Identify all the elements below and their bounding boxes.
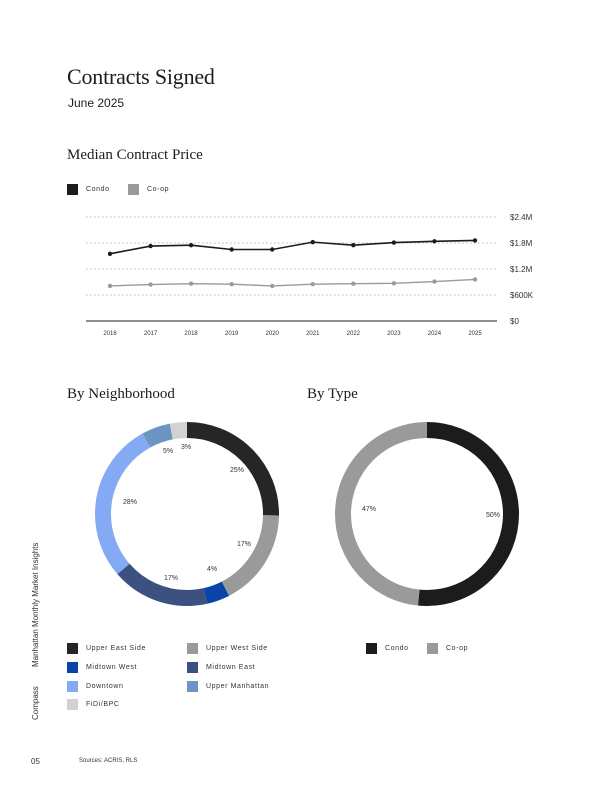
type-donut-chart: 50% 47% (335, 422, 519, 606)
data-point-coop (107, 283, 113, 289)
slice-value-label: 50% (486, 512, 500, 519)
neighborhood-donut-chart: 25% 17% 4% 17% 28% 5% 3% (95, 422, 279, 606)
page-subtitle: June 2025 (68, 96, 125, 110)
legend-swatch-type-coop (427, 643, 438, 654)
series-line-coop (109, 278, 476, 287)
y-tick-label: $600K (510, 291, 534, 300)
data-point-condo (351, 242, 356, 248)
donut-slice-midtown-east (95, 422, 279, 606)
slice-value-label: 17% (164, 575, 178, 582)
legend-label-upper-manhattan: Upper Manhattan (206, 683, 270, 690)
legend-label-midtown-east: Midtown East (206, 664, 256, 671)
data-point-coop (229, 281, 234, 287)
legend-fidi-bpc: FiDi/BPC (67, 699, 120, 710)
series-line-condo (109, 239, 476, 255)
y-tick-label: $0 (510, 317, 519, 326)
legend-upper-manhattan: Upper Manhattan (187, 681, 269, 692)
legend-swatch-upper-west-side (187, 643, 198, 654)
legend-upper-west-side: Upper West Side (187, 643, 268, 654)
legend-type-condo: Condo (366, 643, 409, 654)
data-point-coop (310, 281, 315, 287)
type-heading: By Type (307, 386, 358, 402)
x-tick-label: 2022 (347, 331, 361, 337)
legend-swatch-type-condo (366, 643, 377, 654)
data-point-condo (391, 240, 397, 245)
legend-label-upper-west-side: Upper West Side (206, 645, 268, 652)
data-point-coop (391, 281, 397, 286)
legend-upper-east-side: Upper East Side (67, 643, 146, 654)
legend-swatch-upper-manhattan (187, 681, 198, 692)
legend-swatch-midtown-east (187, 662, 198, 673)
page-title: Contracts Signed (67, 64, 215, 89)
data-point-coop (432, 279, 437, 284)
legend-label-fidi-bpc: FiDi/BPC (86, 701, 120, 708)
legend-swatch-midtown-west (67, 662, 78, 673)
x-tick-label: 2020 (266, 331, 280, 337)
data-point-condo (472, 238, 478, 243)
slice-value-label: 5% (163, 448, 173, 455)
y-tick-label: $1.8M (510, 239, 533, 248)
x-tick-label: 2021 (306, 331, 320, 337)
legend-swatch-coop (128, 184, 139, 195)
page-number: 05 (31, 757, 40, 766)
x-tick-label: 2016 (103, 331, 117, 337)
legend-label-downtown: Downtown (86, 683, 124, 690)
legend-swatch-upper-east-side (67, 643, 78, 654)
legend-label-upper-east-side: Upper East Side (86, 645, 146, 652)
x-tick-label: 2023 (387, 331, 401, 337)
legend-label-type-coop: Co-op (446, 645, 469, 652)
data-point-coop (148, 282, 153, 287)
data-point-condo (188, 242, 194, 248)
x-tick-label: 2025 (468, 331, 482, 337)
data-point-coop (472, 277, 478, 282)
slice-value-label: 25% (230, 467, 244, 474)
legend-coop: Co-op (128, 184, 169, 195)
data-point-condo (310, 239, 315, 245)
legend-swatch-fidi-bpc (67, 699, 78, 710)
legend-midtown-east: Midtown East (187, 662, 255, 673)
data-point-coop (188, 281, 194, 286)
data-point-condo (229, 247, 234, 252)
legend-swatch-condo (67, 184, 78, 195)
slice-value-label: 3% (181, 444, 191, 451)
x-tick-label: 2024 (428, 331, 442, 337)
legend-label-type-condo: Condo (385, 645, 409, 652)
data-point-condo (432, 239, 437, 244)
x-tick-label: 2019 (225, 331, 239, 337)
donut-slice-co-op (335, 422, 519, 606)
slice-value-label: 4% (207, 566, 217, 573)
legend-type-coop: Co-op (427, 643, 468, 654)
x-tick-label: 2017 (144, 331, 158, 337)
slice-value-label: 17% (237, 541, 251, 548)
x-tick-label: 2018 (184, 331, 198, 337)
data-point-coop (270, 283, 275, 289)
slice-value-label: 28% (123, 499, 137, 506)
legend-downtown: Downtown (67, 681, 123, 692)
data-point-condo (107, 251, 113, 257)
legend-label-coop: Co-op (147, 186, 170, 193)
side-market-insights-label: Manhattan Monthly Market Insights (31, 542, 40, 667)
y-tick-label: $1.2M (510, 265, 533, 274)
median-price-chart: $0 $600K $1.2M $1.8M $2.4M 2016 2017 2018 2019 20… (86, 213, 534, 337)
slice-value-label: 47% (362, 506, 376, 513)
legend-label-midtown-west: Midtown West (86, 664, 138, 671)
legend-label-condo: Condo (86, 186, 110, 193)
sources-note: Sources: ACRIS, RLS (79, 758, 138, 764)
donut-slice-downtown (95, 422, 279, 606)
legend-condo: Condo (67, 184, 110, 195)
side-brand-label: Compass (31, 686, 40, 720)
data-point-condo (270, 247, 275, 252)
legend-midtown-west: Midtown West (67, 662, 137, 673)
legend-swatch-downtown (67, 681, 78, 692)
data-point-coop (351, 281, 356, 286)
y-tick-label: $2.4M (510, 213, 533, 222)
median-price-heading: Median Contract Price (67, 147, 203, 163)
data-point-condo (148, 243, 153, 249)
donut-slice-fidi-bpc (95, 422, 279, 606)
neighborhood-heading: By Neighborhood (67, 386, 175, 402)
